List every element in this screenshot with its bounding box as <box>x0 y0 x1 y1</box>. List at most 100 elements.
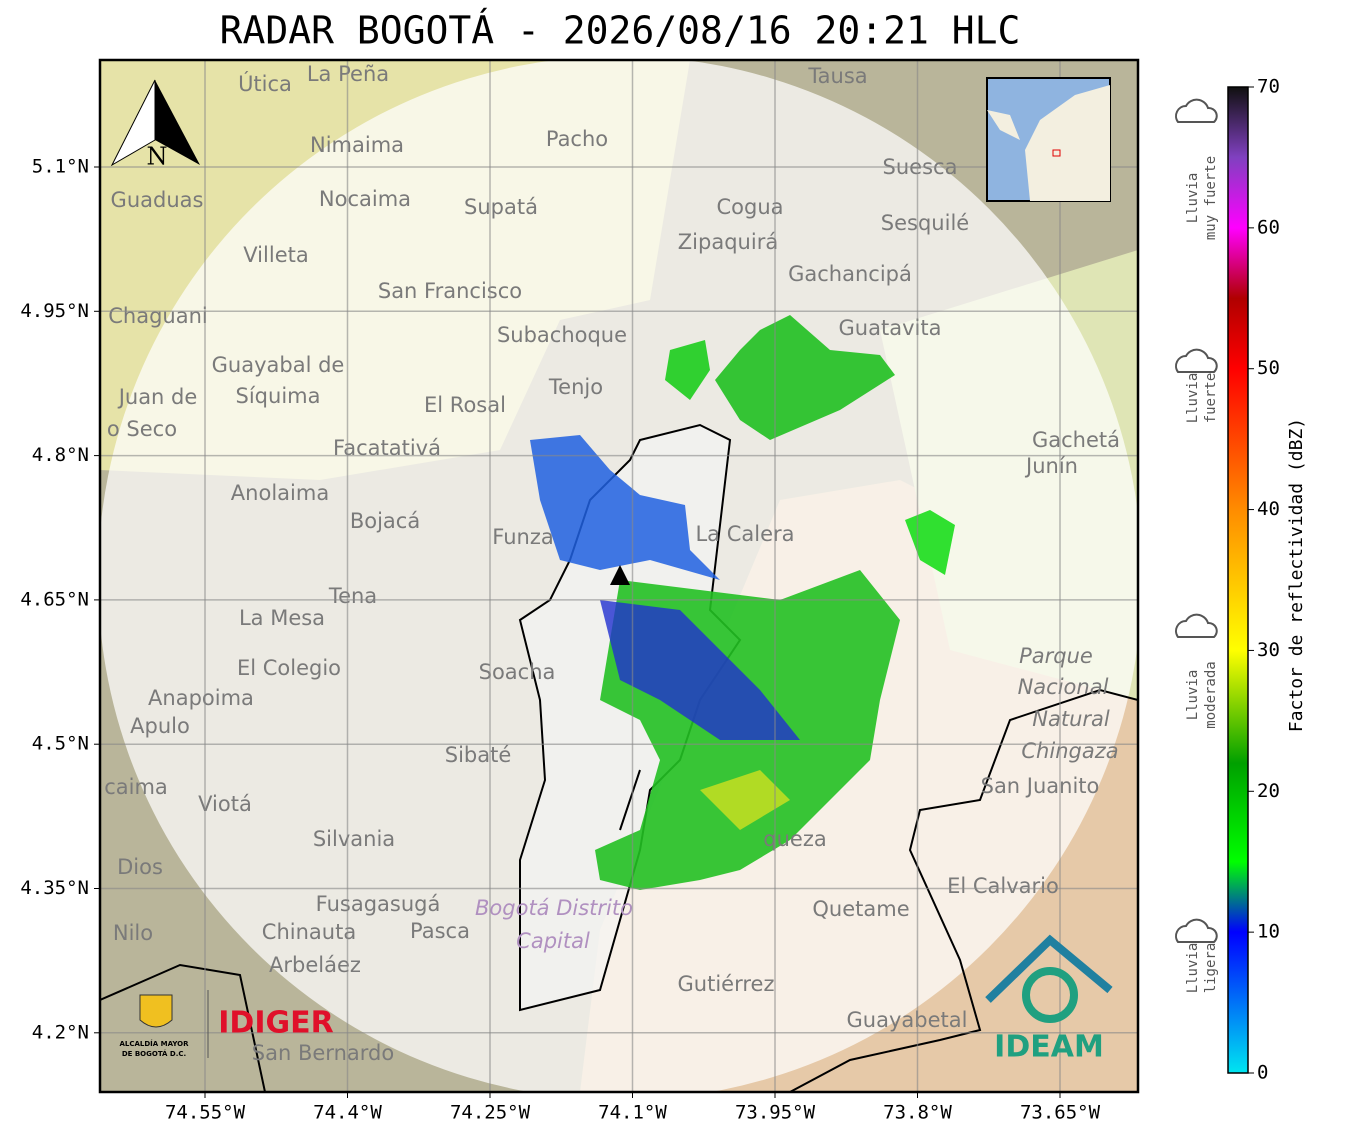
place-label: Capital <box>516 929 590 953</box>
category-label: fuerte <box>1203 373 1219 424</box>
category-label: Lluvia <box>1185 173 1201 224</box>
place-label: Nimaima <box>310 133 404 157</box>
place-label: Pacho <box>546 127 608 151</box>
grid <box>100 60 1138 1092</box>
place-label: El Colegio <box>237 656 341 680</box>
colorbar-tick-label: 70 <box>1257 76 1280 98</box>
place-label: La Calera <box>695 522 794 546</box>
colorbar-label: Factor de reflectividad (dBZ) <box>1286 418 1307 732</box>
logo-ideam: IDEAM <box>994 1030 1104 1065</box>
place-label: Juan de <box>117 385 198 409</box>
place-label: Parque <box>1019 644 1093 668</box>
category-label: Lluvia <box>1185 373 1201 424</box>
colorbar-tick-label: 10 <box>1257 921 1280 943</box>
category-label: muy fuerte <box>1203 156 1219 240</box>
colorbar-ticks: 0 10 20 30 40 50 60 70 <box>1248 76 1280 1084</box>
place-label: Gachetá <box>1032 428 1120 452</box>
colorbar <box>1227 86 1249 1074</box>
place-label: Bojacá <box>350 509 420 533</box>
north-arrow: N <box>147 143 168 171</box>
logo-text: ALCALDÍA MAYOR <box>119 1039 189 1048</box>
title: RADAR BOGOTÁ - 2026/08/16 20:21 HLC <box>220 9 1021 53</box>
place-label: Bogotá Distrito <box>475 896 633 920</box>
inset-land <box>987 85 1110 201</box>
place-label: Chaguani <box>108 304 208 328</box>
place-label: Soacha <box>479 660 556 684</box>
place-label: Anolaima <box>231 481 329 505</box>
weather-icon <box>1175 98 1218 123</box>
place-label: Pasca <box>410 919 470 943</box>
place-label: Guatavita <box>839 316 942 340</box>
y-tick-label: 4.95°N <box>20 300 89 322</box>
weather-icon <box>1175 918 1218 943</box>
place-label: Quetame <box>812 897 909 921</box>
place-label: Nilo <box>113 921 153 945</box>
x-tick-label: 73.65°W <box>1020 1102 1101 1124</box>
place-label: Nacional <box>1018 675 1109 699</box>
colorbar-tick-label: 60 <box>1257 216 1280 238</box>
place-label: o Seco <box>107 417 177 441</box>
place-label: Facatativá <box>333 436 441 460</box>
axis-ticks: 74.55°W 74.4°W 74.25°W 74.1°W 73.95°W 73.8°W 7… <box>20 156 1100 1124</box>
inset-marker <box>1052 149 1061 157</box>
logo-idiger: IDIGER <box>218 1006 333 1041</box>
colorbar-tick-label: 0 <box>1257 1062 1268 1084</box>
place-label: Sibaté <box>445 743 512 767</box>
place-label: Síquima <box>236 384 321 408</box>
x-tick-label: 73.95°W <box>735 1102 816 1124</box>
y-tick-label: 4.5°N <box>32 733 89 755</box>
place-label: Útica <box>238 71 292 96</box>
map-frame <box>98 58 1140 1094</box>
place-label: Dios <box>117 855 163 879</box>
radar-site <box>610 565 630 585</box>
place-label: Nocaima <box>319 187 411 211</box>
category-label: Lluvia <box>1185 943 1201 994</box>
logo-text: DE BOGOTÁ D.C. <box>122 1049 186 1058</box>
place-label: Villeta <box>243 243 308 267</box>
place-label: La Mesa <box>239 606 325 630</box>
category-label: ligera <box>1203 943 1219 994</box>
place-label: San Francisco <box>378 279 522 303</box>
place-label: Sesquilé <box>881 211 969 235</box>
category-label: Lluvia <box>1185 670 1201 721</box>
y-tick-label: 4.2°N <box>32 1021 89 1043</box>
y-tick-label: 4.65°N <box>20 588 89 610</box>
place-label: Fusagasugá <box>316 892 441 916</box>
place-label: Guaduas <box>111 188 204 212</box>
place-label: caima <box>104 775 168 799</box>
y-tick-label: 4.8°N <box>32 444 89 466</box>
place-label: Zipaquirá <box>678 230 778 254</box>
place-label: queza <box>763 827 826 851</box>
colorbar-tick-label: 20 <box>1257 780 1280 802</box>
weather-icon <box>1175 348 1218 373</box>
place-label: Subachoque <box>497 323 627 347</box>
x-tick-label: 74.1°W <box>598 1102 667 1124</box>
x-tick-label: 74.55°W <box>165 1102 246 1124</box>
place-label: Anapoima <box>148 686 254 710</box>
place-label: Viotá <box>198 792 252 816</box>
y-tick-label: 4.35°N <box>20 877 89 899</box>
place-label: Gutiérrez <box>678 972 775 996</box>
place-label: Natural <box>1032 707 1110 731</box>
weather-icon <box>1175 613 1218 638</box>
place-label: El Calvario <box>947 874 1059 898</box>
place-label: San Juanito <box>981 774 1100 798</box>
place-label: Guayabetal <box>847 1008 968 1032</box>
echoes <box>530 315 955 890</box>
colorbar-tick-label: 30 <box>1257 639 1280 661</box>
place-label: Tena <box>328 584 377 608</box>
place-label: Guayabal de <box>212 353 345 377</box>
place-label: Arbeláez <box>269 953 361 977</box>
place-label: El Rosal <box>424 393 506 417</box>
x-tick-label: 74.4°W <box>313 1102 382 1124</box>
place-label: Chingaza <box>1021 739 1118 763</box>
colorbar-tick-label: 50 <box>1257 357 1280 379</box>
place-label: Junín <box>1024 454 1078 478</box>
y-tick-label: 5.1°N <box>32 156 89 178</box>
place-label: Apulo <box>130 714 190 738</box>
x-tick-label: 73.8°W <box>883 1102 952 1124</box>
x-tick-label: 74.25°W <box>450 1102 531 1124</box>
